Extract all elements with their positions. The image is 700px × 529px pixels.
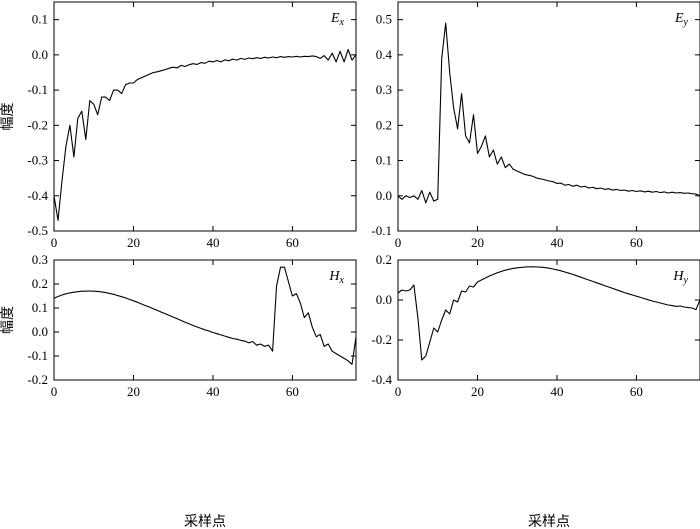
panel-label-subscript: y [683,17,689,28]
x-axis-title: 采样点 [184,514,226,529]
y-tick-label: 0.2 [32,276,48,291]
series-line [53,49,357,221]
plot-frame [397,259,700,381]
x-tick-label: 20 [471,384,484,399]
y-tick-label: -0.2 [27,117,48,132]
y-tick-label: -0.1 [27,82,48,97]
y-tick-label: 0.4 [376,47,393,62]
series-line [397,266,700,361]
x-tick-label: 60 [630,235,643,250]
panel-label: Hx [328,269,344,286]
y-tick-label: -0.2 [371,332,392,347]
x-tick-label: 40 [206,235,219,250]
y-tick-label: 0.0 [32,324,48,339]
panel-label: Hy [672,269,688,286]
panel-label-letter: H [672,269,684,284]
x-tick-label: 20 [471,235,484,250]
y-tick-label: 0.0 [376,188,392,203]
y-tick-label: 0.5 [376,12,392,27]
y-tick-label: 0.1 [32,12,48,27]
y-tick-label: 0.0 [376,292,392,307]
panel-label-subscript: y [683,275,689,286]
y-tick-label: 0.3 [376,82,392,97]
panel-label: Ey [674,11,689,28]
x-tick-label: 0 [395,235,402,250]
panel-ey: 0 20 40 60 0.5 0.4 0.3 0.2 0.1 0.0 -0.1 Ey [371,1,700,250]
y-tick-label: -0.1 [27,348,48,363]
panel-hy: 0 20 40 60 0.2 0.0 -0.2 -0.4 Hy 采样点 [371,252,700,529]
panel-label-letter: E [674,11,684,26]
y-tick-label: -0.5 [27,223,48,238]
x-tick-label: 60 [286,384,299,399]
y-tick-label: -0.1 [371,223,392,238]
x-tick-label: 20 [127,384,140,399]
x-tick-label: 0 [51,384,58,399]
y-tick-label: 0.3 [32,252,48,267]
series-line [397,22,700,204]
y-tick-label: 0.1 [32,300,48,315]
y-tick-label: 0.1 [376,153,392,168]
y-tick-label: -0.2 [27,372,48,387]
panel-label-subscript: x [339,17,345,28]
panel-ex: 0 20 40 60 0.1 0.0 -0.1 -0.2 -0.3 -0.4 -0.5 Ex 幅度 [0,1,357,250]
x-tick-label: 40 [206,384,219,399]
y-tick-label: -0.4 [27,188,48,203]
panel-label-subscript: x [339,275,345,286]
x-tick-label: 0 [51,235,58,250]
x-axis-title: 采样点 [528,514,570,529]
series-line [53,266,357,365]
y-tick-label: 0.0 [32,47,48,62]
x-tick-label: 60 [630,384,643,399]
x-tick-label: 40 [550,235,563,250]
plot-frame [53,1,357,232]
y-tick-label: 0.2 [376,252,392,267]
y-tick-label: -0.3 [27,153,48,168]
y-tick-label: 0.2 [376,117,392,132]
x-tick-label: 20 [127,235,140,250]
x-tick-label: 0 [395,384,402,399]
x-tick-label: 40 [550,384,563,399]
panel-label-letter: H [328,269,340,284]
panel-label-letter: E [330,11,340,26]
plot-frame [397,1,700,232]
y-axis-title: 幅度 [0,306,16,334]
y-axis-title: 幅度 [0,103,16,131]
x-tick-label: 60 [286,235,299,250]
panel-label: Ex [330,11,345,28]
y-tick-label: -0.4 [371,372,392,387]
plot-frame [53,259,357,381]
